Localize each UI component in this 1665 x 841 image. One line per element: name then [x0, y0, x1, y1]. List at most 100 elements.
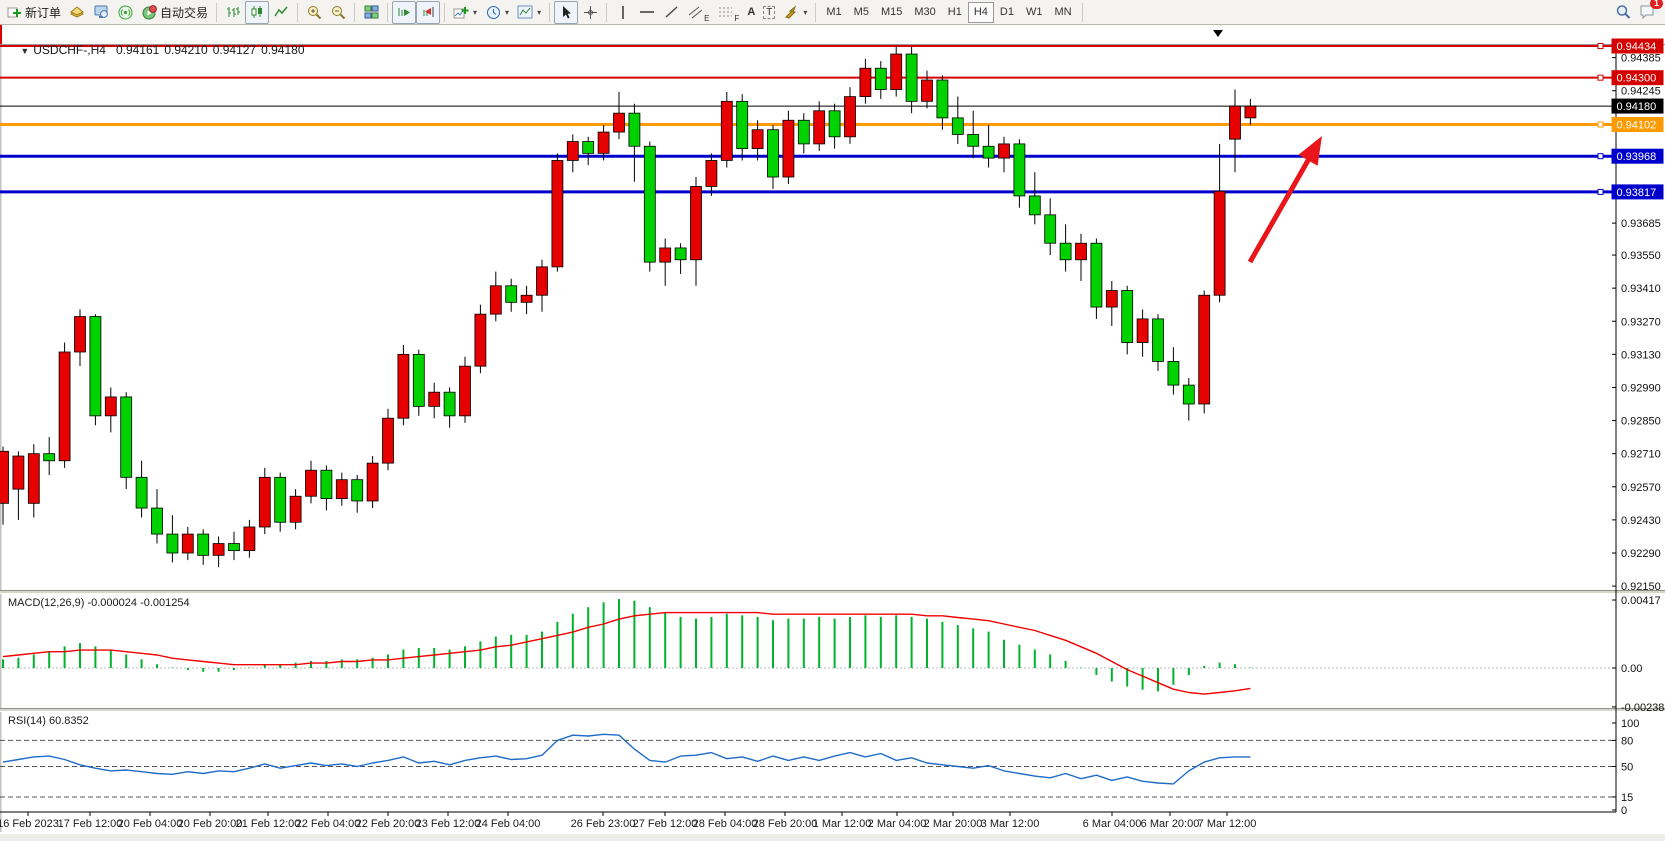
svg-text:3 Mar 12:00: 3 Mar 12:00 — [981, 818, 1040, 830]
templates-button[interactable]: ▾ — [513, 1, 545, 24]
signals-button[interactable] — [113, 1, 137, 24]
candle — [320, 469, 333, 500]
zoom-out-icon — [330, 4, 346, 20]
candle — [1013, 143, 1026, 197]
trendline-button[interactable] — [659, 1, 683, 24]
horizontal-level-lines[interactable] — [0, 43, 1616, 195]
tile-windows-button[interactable] — [359, 1, 383, 24]
clock-icon — [485, 4, 501, 20]
line-chart-icon — [273, 4, 289, 20]
auto-trading-button[interactable]: 自动交易 — [137, 1, 212, 24]
tab-timeframe-m5[interactable]: M5 — [853, 6, 869, 18]
main-toolbar: 新订单 自动交易 — [0, 0, 1665, 25]
text-label-button[interactable]: T — [759, 1, 779, 24]
svg-text:0.94102: 0.94102 — [1617, 120, 1657, 132]
tab-timeframe-h1[interactable]: H1 — [947, 6, 962, 18]
chart-title: ▼ USDCHF-,H4 0.94161 0.94210 0.94127 0.94180 — [7, 29, 310, 71]
candle — [0, 450, 9, 504]
svg-text:7 Mar 12:00: 7 Mar 12:00 — [1198, 818, 1257, 830]
svg-text:0.92710: 0.92710 — [1621, 449, 1661, 461]
tab-timeframe-m1[interactable]: M1 — [826, 6, 842, 18]
svg-text:0.94300: 0.94300 — [1617, 73, 1657, 85]
notifications-button[interactable]: 1 — [1635, 0, 1663, 24]
tab-timeframe-d1[interactable]: D1 — [999, 6, 1014, 18]
svg-text:6 Mar 20:00: 6 Mar 20:00 — [1141, 818, 1200, 830]
candle — [828, 110, 841, 138]
zoom-in-button[interactable] — [302, 1, 326, 24]
candle — [12, 455, 25, 490]
chart-symbol-period: USDCHF-,H4 — [33, 43, 106, 57]
candle — [120, 396, 133, 478]
svg-text:0.93130: 0.93130 — [1621, 349, 1661, 361]
svg-text:22 Feb 20:00: 22 Feb 20:00 — [356, 818, 421, 830]
tab-timeframe-h4[interactable]: H4 — [967, 1, 994, 23]
trend-arrow[interactable] — [1247, 136, 1322, 264]
auto-scroll-button[interactable] — [392, 0, 417, 24]
crosshair-button[interactable] — [578, 1, 602, 24]
candlestick-chart-button[interactable] — [245, 0, 270, 24]
svg-text:27 Feb 12:00: 27 Feb 12:00 — [633, 818, 698, 830]
channel-letter: E — [704, 13, 710, 23]
trendline-icon — [663, 4, 679, 20]
svg-text:22 Feb 04:00: 22 Feb 04:00 — [296, 818, 361, 830]
candle — [751, 129, 764, 150]
candle — [1229, 105, 1241, 140]
candle — [951, 117, 964, 135]
svg-text:0.92430: 0.92430 — [1621, 515, 1661, 527]
tab-timeframe-m15[interactable]: M15 — [880, 6, 903, 18]
svg-text:16 Feb 2023: 16 Feb 2023 — [0, 818, 59, 830]
tile-windows-icon — [363, 4, 379, 20]
candle — [520, 294, 533, 303]
vertical-line-icon — [615, 4, 631, 20]
price-axis[interactable]: 0.94385 0.94245 0.93685 0.93550 0.93410 0.932… — [1612, 44, 1661, 813]
svg-text:80: 80 — [1621, 735, 1633, 747]
tab-timeframe-w1[interactable]: W1 — [1025, 6, 1043, 18]
candle — [690, 186, 702, 261]
candle — [228, 543, 240, 552]
candle — [767, 129, 779, 178]
tab-timeframe-mn[interactable]: MN — [1054, 6, 1072, 18]
zoom-out-button[interactable] — [326, 1, 350, 24]
svg-text:-0.002387: -0.002387 — [1621, 702, 1665, 714]
candle — [58, 351, 71, 462]
book-icon — [69, 4, 85, 20]
candle — [1182, 384, 1195, 405]
svg-text:28 Feb 04:00: 28 Feb 04:00 — [693, 818, 758, 830]
bar-chart-button[interactable] — [221, 1, 245, 24]
svg-text:100: 100 — [1621, 718, 1639, 730]
data-window-button[interactable] — [89, 1, 113, 24]
fibonacci-button[interactable]: F — [713, 1, 743, 24]
autotrading-icon — [141, 4, 157, 20]
chart-background — [0, 25, 1665, 841]
indicators-button[interactable]: ▾ — [449, 1, 481, 24]
cursor-icon — [558, 4, 574, 20]
cursor-button[interactable] — [554, 0, 579, 24]
candle — [1028, 195, 1041, 216]
search-button[interactable] — [1611, 1, 1635, 24]
chart-shift-marker[interactable] — [1213, 30, 1223, 37]
toolbar-separator — [216, 2, 218, 22]
horizontal-line-button[interactable] — [635, 1, 659, 24]
chart-collapse-icon[interactable]: ▼ — [20, 46, 30, 56]
chart-shift-button[interactable] — [416, 0, 441, 24]
candle — [1136, 318, 1149, 343]
candle — [243, 526, 256, 552]
line-chart-button[interactable] — [269, 1, 293, 24]
tab-timeframe-m30[interactable]: M30 — [914, 6, 936, 18]
order-history-button[interactable] — [65, 1, 89, 24]
periods-button[interactable]: ▾ — [481, 1, 513, 24]
text-button[interactable]: A — [743, 1, 759, 24]
channel-button[interactable]: E — [683, 1, 713, 24]
svg-text:0.94385: 0.94385 — [1621, 53, 1661, 65]
shapes-button[interactable]: ▾ — [779, 1, 811, 24]
vertical-line-button[interactable] — [611, 1, 635, 24]
candle — [1152, 318, 1164, 362]
toolbar-separator — [606, 2, 608, 22]
new-order-button[interactable]: 新订单 — [2, 1, 65, 24]
candle — [582, 141, 595, 154]
candle — [197, 533, 210, 556]
panel-separators[interactable] — [0, 590, 1665, 712]
